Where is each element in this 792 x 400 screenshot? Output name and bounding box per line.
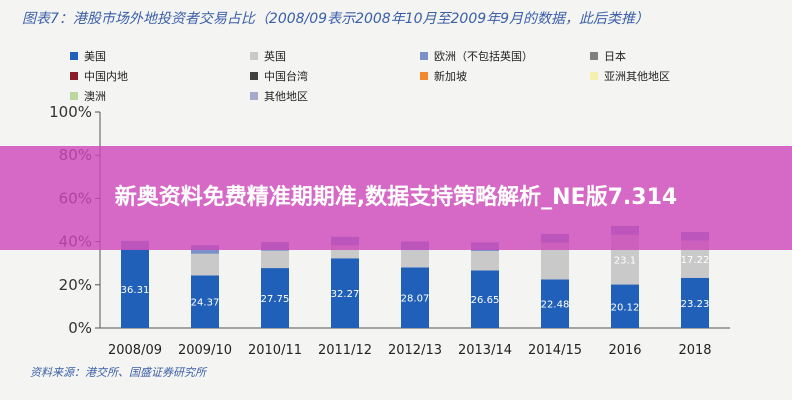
legend-label: 澳洲 xyxy=(84,90,106,103)
bar-segment xyxy=(191,275,219,328)
bar-segment xyxy=(611,284,639,328)
data-label: 17.22 xyxy=(681,255,710,266)
legend-swatch xyxy=(250,52,258,60)
legend-swatch xyxy=(70,92,78,100)
bar-segment xyxy=(261,250,289,269)
legend-label: 中国内地 xyxy=(84,70,128,83)
legend-swatch xyxy=(420,52,428,60)
legend-swatch xyxy=(70,72,78,80)
x-tick-label: 2016 xyxy=(608,343,641,358)
legend-label: 欧洲（不包括英国） xyxy=(434,50,533,63)
legend-swatch xyxy=(590,72,598,80)
legend-item: 中国内地 xyxy=(70,68,128,84)
y-tick-label: 20% xyxy=(59,276,92,294)
legend-label: 美国 xyxy=(84,50,106,63)
legend-item: 其他地区 xyxy=(250,88,308,104)
legend-item: 日本 xyxy=(590,48,626,64)
legend-item: 新加坡 xyxy=(420,68,467,84)
legend-item: 中国台湾 xyxy=(250,68,308,84)
chart-title: 图表7：港股市场外地投资者交易占比（2008/09表示2008年10月至2009… xyxy=(22,11,650,27)
legend-swatch xyxy=(70,52,78,60)
legend-label: 英国 xyxy=(264,50,286,63)
x-tick-label: 2013/14 xyxy=(458,343,512,358)
legend-label: 日本 xyxy=(604,50,626,63)
bar-segment xyxy=(681,277,709,328)
data-label: 36.31 xyxy=(121,285,150,296)
legend-item: 美国 xyxy=(70,48,106,64)
legend-label: 亚洲其他地区 xyxy=(604,70,670,83)
legend-label: 新加坡 xyxy=(434,70,467,83)
data-label: 24.37 xyxy=(191,298,220,309)
x-tick-label: 2018 xyxy=(678,343,711,358)
data-label: 32.27 xyxy=(331,289,360,300)
data-label: 28.07 xyxy=(401,294,430,305)
data-label: 20.12 xyxy=(611,302,640,313)
data-label: 23.1 xyxy=(614,256,636,267)
legend-item: 欧洲（不包括英国） xyxy=(420,48,533,64)
bar-segment xyxy=(471,270,499,328)
legend-swatch xyxy=(590,52,598,60)
bar-segment xyxy=(191,253,219,276)
x-tick-label: 2011/12 xyxy=(318,343,372,358)
data-label: 22.48 xyxy=(541,300,570,311)
y-tick-label: 100% xyxy=(49,103,92,121)
source-note: 资料来源：港交所、国盛证券研究所 xyxy=(30,366,206,379)
x-tick-label: 2012/13 xyxy=(388,343,442,358)
legend-label: 中国台湾 xyxy=(264,70,308,83)
legend-label: 其他地区 xyxy=(264,90,308,103)
bar-segment xyxy=(401,267,429,328)
legend-item: 亚洲其他地区 xyxy=(590,68,670,84)
legend-swatch xyxy=(250,72,258,80)
watermark-banner: 新奥资料免费精准期期准,数据支持策略解析_NE版7.314 xyxy=(0,146,792,250)
x-tick-label: 2008/09 xyxy=(108,343,162,358)
bar-segment xyxy=(541,279,569,328)
legend-swatch xyxy=(420,72,428,80)
data-label: 23.23 xyxy=(681,299,710,310)
data-label: 26.65 xyxy=(471,295,500,306)
x-tick-label: 2010/11 xyxy=(248,343,302,358)
bar-segment xyxy=(471,250,499,271)
bar-segment xyxy=(261,268,289,328)
banner-text: 新奥资料免费精准期期准,数据支持策略解析_NE版7.314 xyxy=(114,185,678,210)
y-tick-label: 0% xyxy=(68,319,92,337)
bar-segment xyxy=(331,258,359,328)
bar-segment xyxy=(401,250,429,268)
x-tick-label: 2009/10 xyxy=(178,343,232,358)
legend-item: 澳洲 xyxy=(70,88,106,104)
legend-swatch xyxy=(250,92,258,100)
bar-segment xyxy=(121,249,149,328)
legend-item: 英国 xyxy=(250,48,286,64)
x-tick-label: 2014/15 xyxy=(528,343,582,358)
data-label: 27.75 xyxy=(261,294,290,305)
